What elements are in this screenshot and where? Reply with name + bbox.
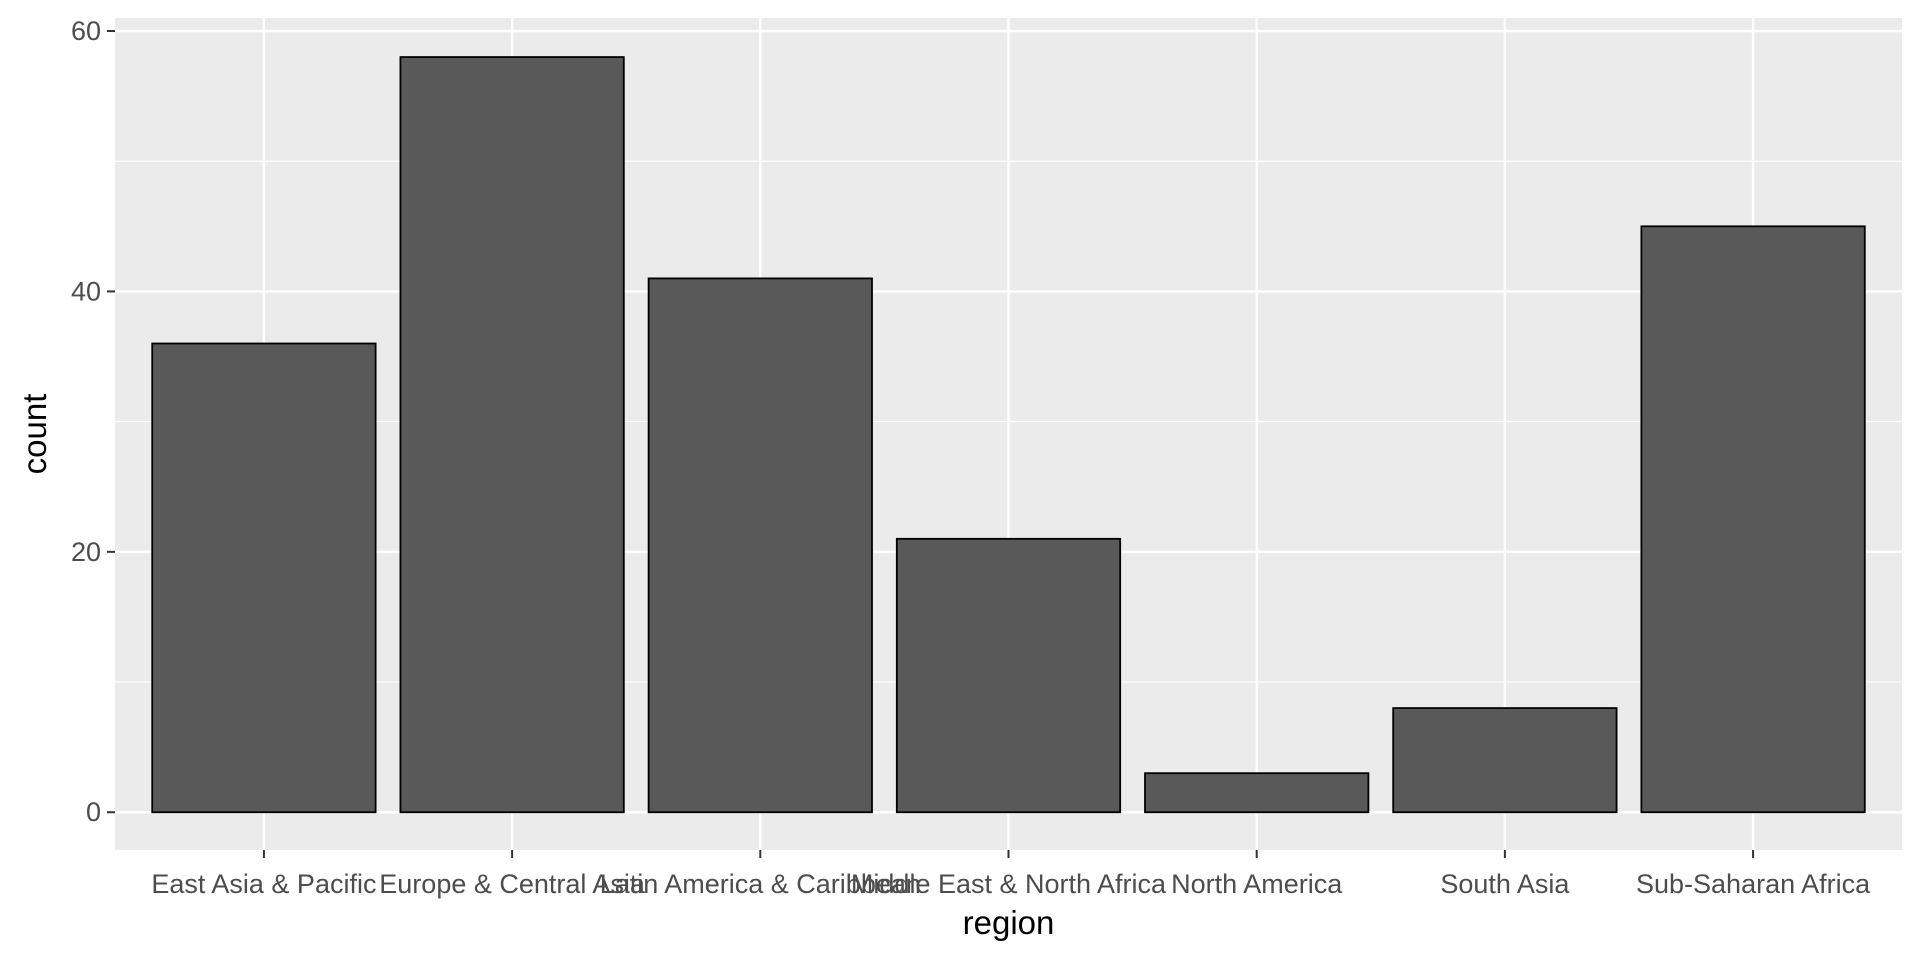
x-tick-label: Europe & Central Asia	[379, 869, 646, 899]
x-tick-label: North America	[1171, 869, 1343, 899]
x-tick-label: South Asia	[1440, 869, 1570, 899]
y-tick-label: 20	[71, 537, 101, 567]
y-tick-label: 0	[86, 797, 101, 827]
x-tick-label: Latin America & Caribbean	[600, 869, 921, 899]
bar	[1144, 772, 1370, 814]
bar	[399, 56, 625, 814]
y-tick-label: 40	[71, 276, 101, 306]
y-axis-title: count	[16, 394, 53, 475]
bars	[151, 56, 1866, 814]
bar	[895, 537, 1122, 814]
x-axis: East Asia & Pacific Europe & Central Asia…	[151, 850, 1871, 899]
x-tick-label: East Asia & Pacific	[151, 869, 376, 899]
x-axis-title: region	[963, 904, 1055, 941]
bar	[151, 342, 377, 814]
y-axis: 0 20 40 60	[71, 16, 115, 827]
bar	[1640, 225, 1866, 814]
x-tick-label: Sub-Saharan Africa	[1636, 869, 1871, 899]
x-tick-label: Middle East & North Africa	[851, 869, 1167, 899]
bar	[647, 277, 873, 814]
bar	[1392, 707, 1618, 814]
y-tick-label: 60	[71, 16, 101, 46]
